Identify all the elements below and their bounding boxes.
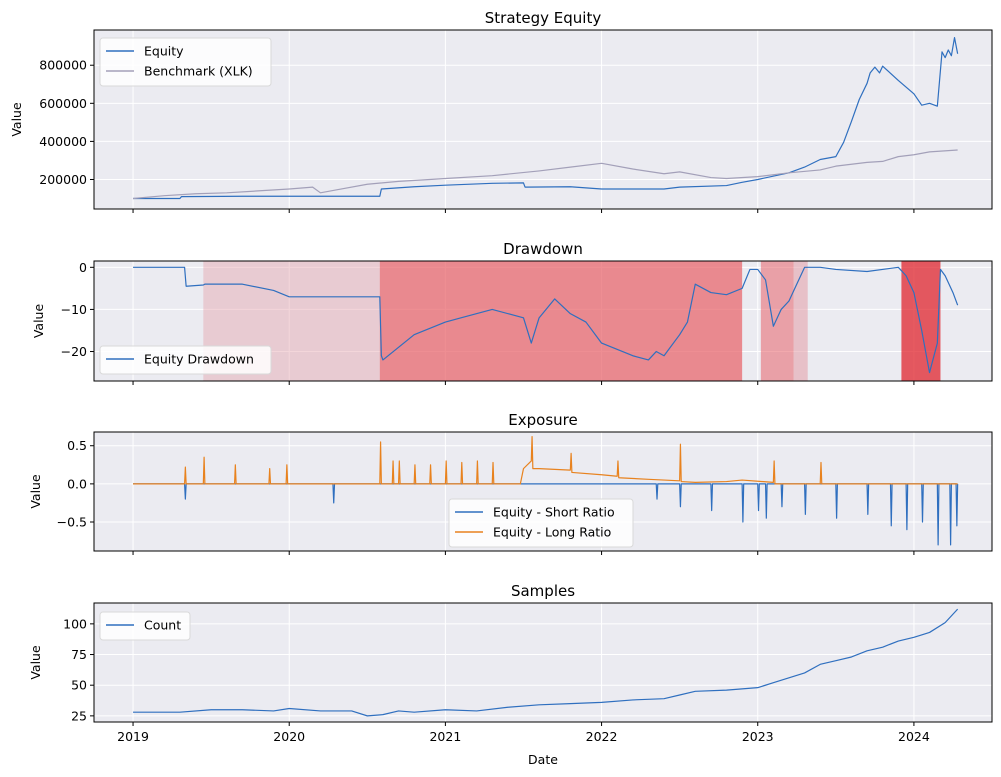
y-tick-label: 75	[71, 647, 87, 662]
axes-2: 0 −10 −20 Drawdown Value Equity Drawdown	[31, 240, 993, 385]
legend-label: Equity - Long Ratio	[493, 525, 611, 540]
drawdown-period	[793, 261, 808, 381]
y-tick-label: 0.5	[67, 438, 87, 453]
y-tick-label: 0.0	[67, 476, 87, 491]
drawdown-period	[760, 261, 794, 381]
y-tick-label: −10	[61, 302, 87, 317]
legend: Equity - Short Ratio Equity - Long Ratio	[448, 498, 634, 548]
legend-label: Equity	[144, 44, 184, 59]
legend-box	[99, 611, 191, 641]
y-tick-label: 600000	[39, 96, 87, 111]
legend: Count	[99, 611, 191, 641]
y-axis-label: Value	[9, 102, 24, 137]
x-tick-label: 2022	[586, 729, 618, 744]
legend-label: Benchmark (XLK)	[144, 64, 253, 79]
axes-4: 25 50 75 100 2019 2020 2021 2022 2023 2024 Samples…	[28, 582, 993, 767]
y-axis-label: Value	[31, 304, 46, 339]
y-axis-label: Value	[28, 474, 43, 509]
y-tick-label: 800000	[39, 58, 87, 73]
x-axis-label: Date	[528, 752, 558, 767]
axes-frame	[93, 260, 993, 382]
legend: Equity Drawdown	[99, 345, 272, 375]
axes-title: Samples	[511, 582, 575, 600]
x-tick-label: 2021	[429, 729, 461, 744]
legend-box	[99, 345, 272, 375]
series-line-2	[133, 435, 958, 485]
legend-box	[448, 498, 634, 548]
axes-frame	[93, 29, 993, 210]
x-tick-label: 2023	[742, 729, 774, 744]
series-line-1	[133, 608, 959, 717]
x-tick-label: 2020	[273, 729, 305, 744]
y-tick-label: −0.5	[57, 515, 87, 530]
legend: Equity Benchmark (XLK)	[99, 37, 272, 87]
y-tick-label: 400000	[39, 134, 87, 149]
axes-1: 200000 400000 600000 800000 Strategy Equity V…	[9, 9, 993, 213]
axes-title: Drawdown	[503, 240, 583, 258]
y-tick-label: 200000	[39, 172, 87, 187]
y-tick-label: 0	[79, 260, 87, 275]
series-line-1	[133, 266, 959, 374]
x-tick-label: 2019	[117, 729, 149, 744]
drawdown-period	[379, 261, 743, 381]
series-line-1	[133, 37, 959, 200]
axes-frame	[93, 431, 993, 552]
y-axis-label: Value	[28, 645, 43, 680]
axes-title: Strategy Equity	[485, 9, 602, 27]
legend-box	[99, 37, 272, 87]
legend-label: Equity Drawdown	[144, 352, 254, 367]
axes-3: 0.5 0.0 −0.5 Exposure Value Equity - Short Ra…	[28, 411, 993, 555]
plot-background	[94, 603, 992, 722]
legend-label: Equity - Short Ratio	[493, 505, 615, 520]
series-line-2	[132, 149, 958, 200]
x-tick-label: 2024	[898, 729, 930, 744]
y-tick-label: −20	[61, 344, 87, 359]
y-tick-label: 100	[63, 616, 87, 631]
y-tick-label: 50	[71, 678, 87, 693]
y-tick-label: 25	[71, 708, 87, 723]
axes-title: Exposure	[508, 411, 577, 429]
legend-label: Count	[144, 618, 181, 633]
axes-frame	[93, 602, 993, 723]
